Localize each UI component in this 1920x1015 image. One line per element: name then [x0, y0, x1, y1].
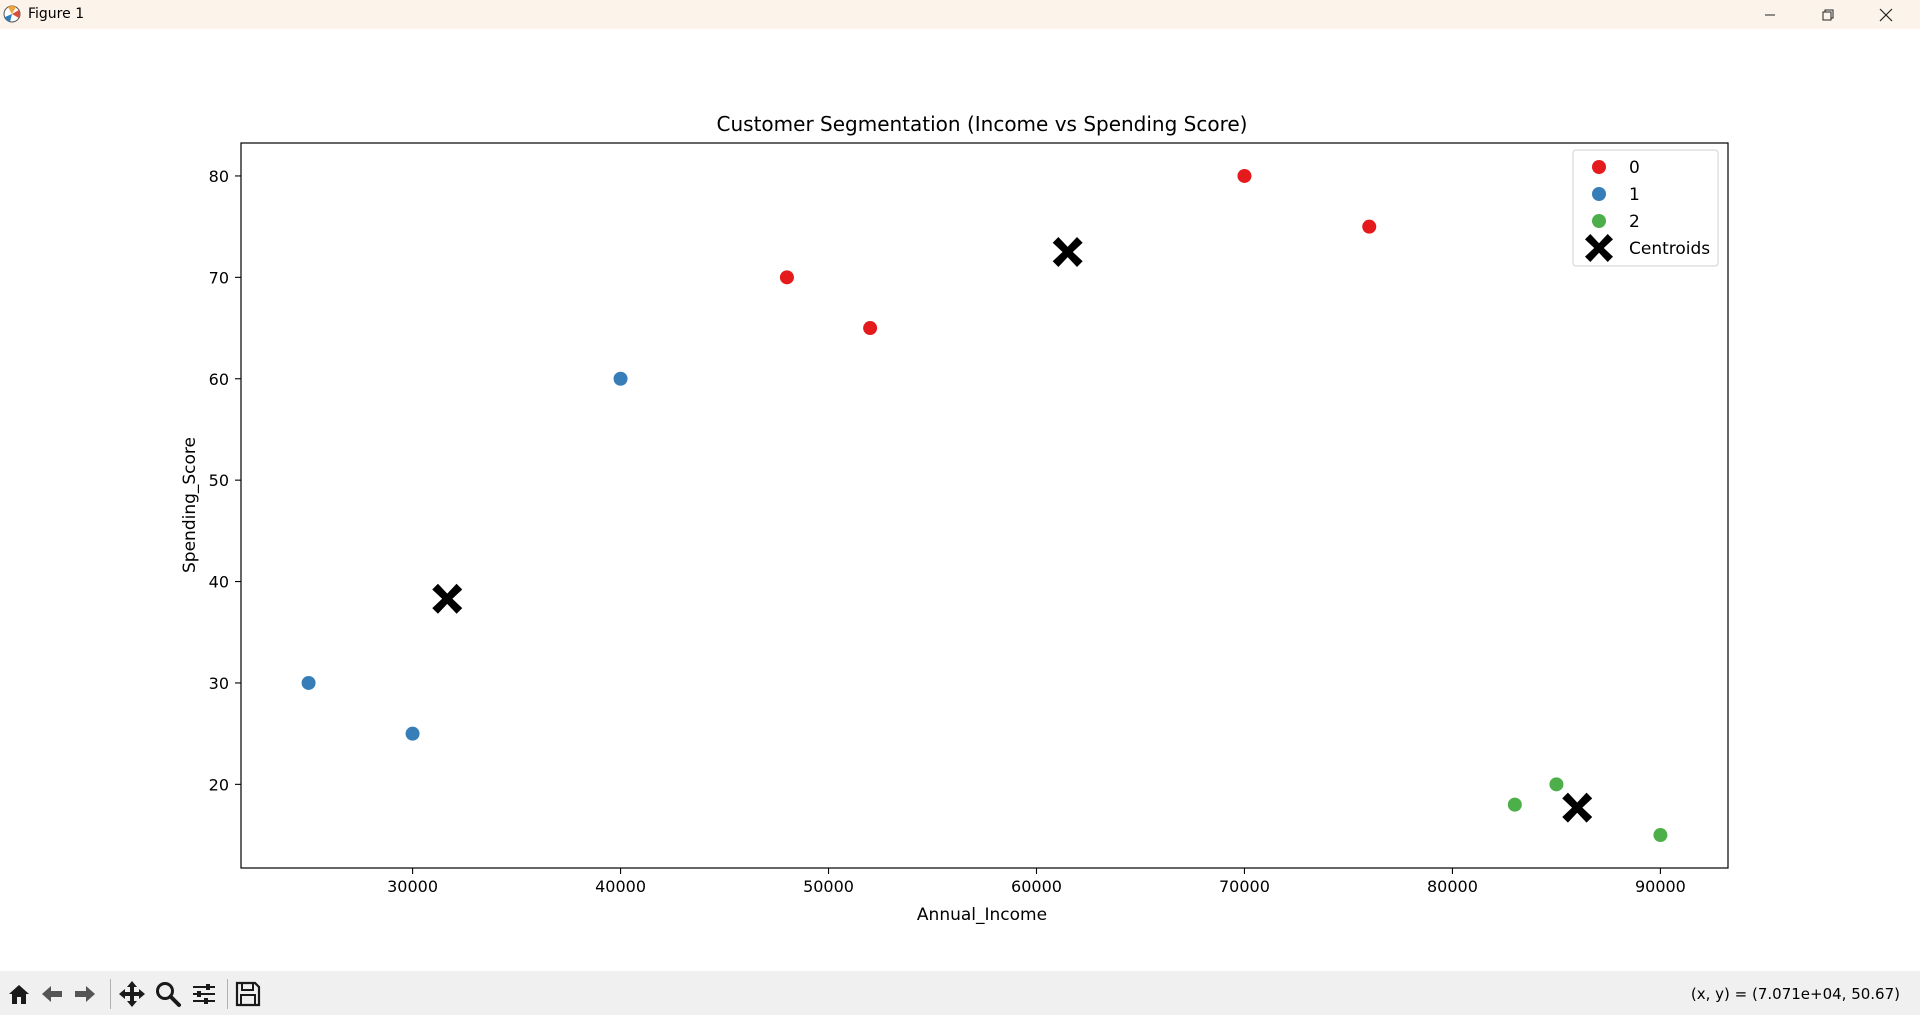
toolbar-separator — [110, 979, 111, 1009]
back-arrow-icon — [42, 986, 62, 1002]
cluster-0-point — [779, 270, 794, 285]
legend-marker-2 — [1592, 214, 1606, 228]
y-tick-label: 70 — [209, 268, 229, 287]
minimize-icon — [1765, 14, 1775, 15]
legend-centroid-marker — [1585, 234, 1613, 262]
legend[interactable]: 0 1 2 Centroids — [1572, 149, 1719, 267]
minimize-button[interactable] — [1741, 0, 1799, 29]
cluster-0-point — [1362, 219, 1377, 234]
centroid-marker — [1562, 792, 1593, 823]
cluster-2-point — [1653, 828, 1668, 843]
y-tick-label: 30 — [209, 674, 229, 693]
pan-button[interactable] — [117, 979, 147, 1009]
y-tick-label: 50 — [209, 471, 229, 490]
x-tick-label: 40000 — [595, 877, 646, 896]
navigation-toolbar: (x, y) = (7.071e+04, 50.67) — [0, 971, 1920, 1015]
cluster-0-point — [1237, 168, 1252, 183]
matplotlib-icon — [2, 4, 22, 24]
window-title: Figure 1 — [28, 6, 85, 22]
forward-button[interactable] — [70, 979, 100, 1009]
legend-marker-1 — [1592, 187, 1606, 201]
data-points — [301, 168, 1668, 843]
legend-label: Centroids — [1629, 239, 1710, 259]
pan-icon — [119, 981, 145, 1007]
zoom-button[interactable] — [153, 979, 183, 1009]
x-tick-label: 50000 — [803, 877, 854, 896]
save-button[interactable] — [233, 979, 263, 1009]
y-axis: 20 30 40 50 60 70 80 — [209, 167, 241, 794]
close-icon — [1879, 8, 1893, 21]
configure-subplots-icon — [193, 984, 215, 1004]
window-titlebar: Figure 1 — [0, 0, 1920, 29]
x-tick-label: 60000 — [1011, 877, 1062, 896]
centroid-marker — [1052, 237, 1083, 268]
x-axis: 30000 40000 50000 60000 70000 80000 90000 — [387, 868, 1686, 896]
cluster-1-point — [405, 726, 420, 741]
zoom-icon — [156, 982, 181, 1007]
chart-title: Customer Segmentation (Income vs Spendin… — [717, 112, 1248, 136]
cluster-2-point — [1549, 777, 1564, 792]
home-button[interactable] — [4, 979, 34, 1009]
cluster-1-point — [613, 371, 628, 386]
restore-button[interactable] — [1799, 0, 1857, 29]
scatter-chart[interactable]: Customer Segmentation (Income vs Spendin… — [0, 29, 1920, 971]
forward-arrow-icon — [75, 986, 95, 1002]
y-axis-label: Spending_Score — [180, 437, 200, 573]
centroid-marker — [432, 583, 463, 614]
configure-subplots-button[interactable] — [189, 979, 219, 1009]
legend-marker-0 — [1592, 160, 1606, 174]
save-icon — [235, 981, 261, 1007]
home-icon — [9, 985, 29, 1004]
y-tick-label: 80 — [209, 167, 229, 186]
cursor-coordinates: (x, y) = (7.071e+04, 50.67) — [1690, 985, 1900, 1003]
close-button[interactable] — [1857, 0, 1915, 29]
legend-label: 2 — [1629, 212, 1640, 232]
legend-label: 1 — [1629, 185, 1640, 205]
y-tick-label: 20 — [209, 775, 229, 794]
cluster-0-point — [863, 321, 878, 336]
x-tick-label: 90000 — [1635, 877, 1686, 896]
y-tick-label: 60 — [209, 370, 229, 389]
axes-frame — [240, 142, 1729, 869]
back-button[interactable] — [37, 979, 67, 1009]
x-tick-label: 70000 — [1219, 877, 1270, 896]
y-tick-label: 40 — [209, 573, 229, 592]
x-axis-label: Annual_Income — [917, 905, 1047, 925]
cluster-1-point — [301, 675, 316, 690]
restore-icon — [1822, 9, 1834, 20]
x-tick-label: 80000 — [1427, 877, 1478, 896]
cluster-2-point — [1507, 797, 1522, 812]
legend-label: 0 — [1629, 158, 1640, 178]
toolbar-separator — [227, 979, 228, 1009]
x-tick-label: 30000 — [387, 877, 438, 896]
